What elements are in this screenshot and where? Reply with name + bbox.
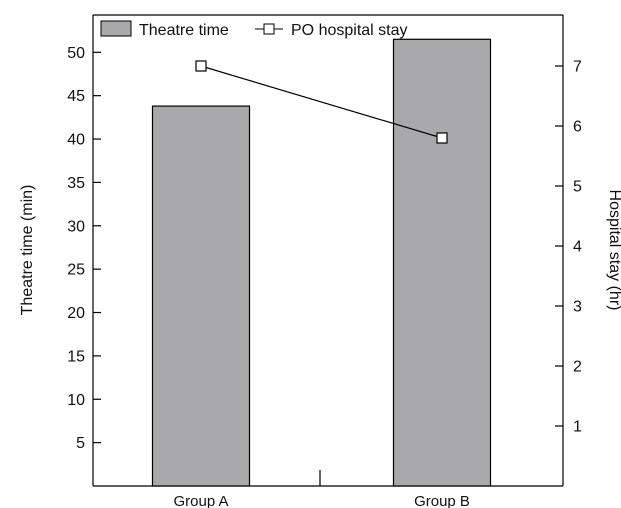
right-tick-label: 3 — [573, 299, 582, 316]
category-label: Group B — [414, 493, 470, 508]
hospital-stay-point-group-b — [436, 132, 448, 144]
right-tick-label: 7 — [573, 59, 582, 76]
left-tick-label: 40 — [67, 132, 85, 149]
hospital-stay-point-group-a — [195, 60, 207, 72]
left-tick-label: 25 — [67, 262, 85, 279]
left-tick-label: 30 — [67, 218, 85, 235]
left-tick-label: 50 — [67, 45, 85, 62]
right-tick-label: 2 — [573, 359, 582, 376]
left-tick-label: 20 — [67, 305, 85, 322]
right-tick-label: 4 — [573, 239, 582, 256]
left-tick-label: 45 — [67, 88, 85, 105]
category-label: Group A — [173, 493, 228, 508]
right-tick-label: 6 — [573, 119, 582, 136]
left-axis-ticks: 5 10 15 20 25 30 35 40 45 50 — [67, 45, 101, 452]
bar-group-a — [151, 105, 251, 487]
bar-series — [151, 38, 492, 487]
legend-marker-icon — [263, 23, 275, 35]
legend-bar-label: Theatre time — [139, 22, 229, 39]
left-tick-label: 35 — [67, 175, 85, 192]
left-axis-title: Theatre time (min) — [19, 185, 36, 316]
category-labels: Group A Group B — [173, 493, 469, 508]
right-tick-label: 5 — [573, 179, 582, 196]
bar-group-b — [392, 38, 492, 487]
hospital-stay-line — [200, 65, 443, 139]
right-axis-title: Hospital stay (hr) — [606, 190, 621, 311]
legend-bar-swatch — [100, 20, 132, 37]
line-series — [195, 60, 448, 144]
left-tick-label: 15 — [67, 348, 85, 365]
left-tick-label: 5 — [76, 435, 85, 452]
legend-line-label: PO hospital stay — [291, 22, 408, 39]
right-tick-label: 1 — [573, 419, 582, 436]
right-axis-ticks: 1 2 3 4 5 6 7 — [555, 59, 582, 436]
left-tick-label: 10 — [67, 392, 85, 409]
legend: Theatre time PO hospital stay — [100, 20, 408, 39]
